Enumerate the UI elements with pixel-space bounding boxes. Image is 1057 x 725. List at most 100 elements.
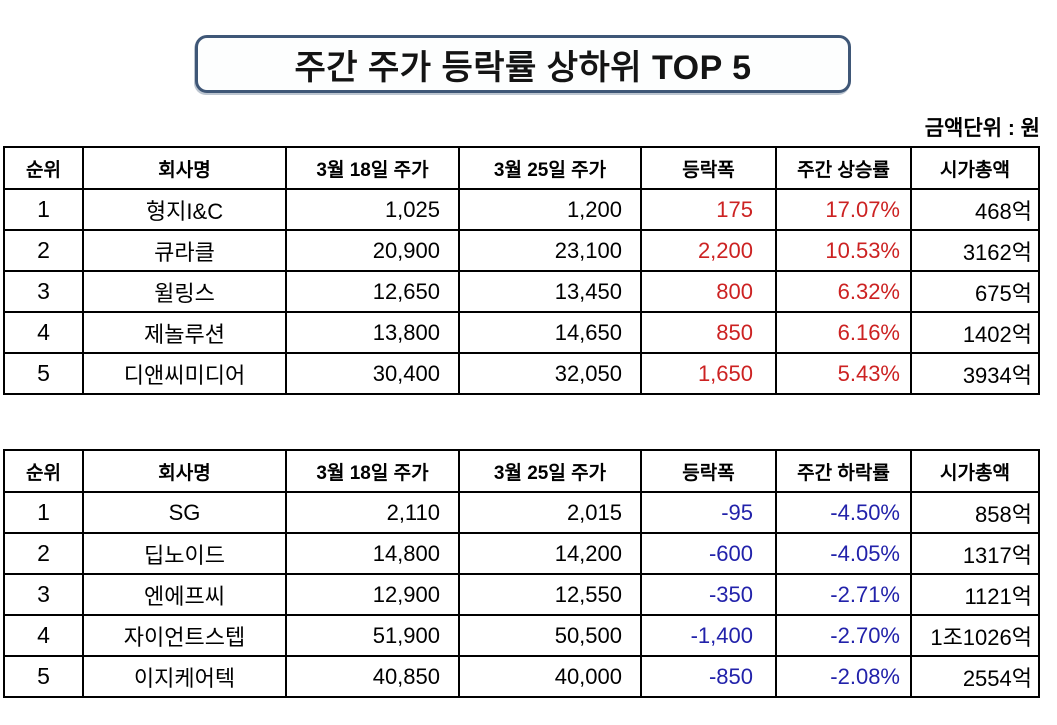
cell-change-amount: 2,200	[640, 229, 777, 272]
cell-change-pct: 6.32%	[775, 270, 912, 313]
page-title-top5: TOP 5	[652, 48, 752, 87]
cell-change-pct: 5.43%	[775, 352, 912, 395]
cell-change-pct: 10.53%	[775, 229, 912, 272]
cell-price-mar25: 50,500	[458, 614, 642, 657]
cell-change-pct: -2.08%	[775, 655, 912, 698]
cell-rank: 3	[3, 573, 84, 616]
cell-market-cap: 2554억	[910, 655, 1040, 698]
cell-rank: 1	[3, 188, 84, 231]
column-header-rank: 순위	[3, 146, 84, 190]
column-header-rank: 순위	[3, 449, 84, 493]
cell-change-amount: 1,650	[640, 352, 777, 395]
column-header-price-mar18: 3월 18일 주가	[285, 449, 460, 493]
cell-market-cap: 3934억	[910, 352, 1040, 395]
table-row: 3 엔에프씨 12,900 12,550 -350 -2.71% 1121억	[3, 573, 1040, 616]
table-row: 4 자이언트스텝 51,900 50,500 -1,400 -2.70% 1조1026억	[3, 614, 1040, 657]
page-title-main: 주간 주가 등락률 상하위	[294, 48, 653, 87]
cell-company-name: 디앤씨미디어	[82, 352, 287, 395]
cell-rank: 2	[3, 229, 84, 272]
column-header-company-name: 회사명	[82, 449, 287, 493]
table-row: 5 디앤씨미디어 30,400 32,050 1,650 5.43% 3934억	[3, 352, 1040, 395]
table-row: 1 형지I&C 1,025 1,200 175 17.07% 468억	[3, 188, 1040, 231]
cell-change-pct: -2.70%	[775, 614, 912, 657]
cell-change-amount: -350	[640, 573, 777, 616]
column-header-change-pct: 주간 하락률	[775, 449, 912, 493]
cell-price-mar18: 12,900	[285, 573, 460, 616]
cell-change-amount: -95	[640, 491, 777, 534]
cell-price-mar18: 40,850	[285, 655, 460, 698]
cell-rank: 2	[3, 532, 84, 575]
column-header-market-cap: 시가총액	[910, 449, 1040, 493]
column-header-change-amount: 등락폭	[640, 449, 777, 493]
cell-change-amount: -1,400	[640, 614, 777, 657]
losers-table-body: 1 SG 2,110 2,015 -95 -4.50% 858억 2 딥노이드 14,800 14,…	[3, 491, 1040, 698]
cell-change-amount: 800	[640, 270, 777, 313]
cell-change-amount: -600	[640, 532, 777, 575]
cell-market-cap: 1조1026억	[910, 614, 1040, 657]
cell-change-pct: -2.71%	[775, 573, 912, 616]
cell-price-mar18: 13,800	[285, 311, 460, 354]
cell-company-name: 자이언트스텝	[82, 614, 287, 657]
cell-rank: 4	[3, 311, 84, 354]
cell-market-cap: 1402억	[910, 311, 1040, 354]
cell-price-mar18: 12,650	[285, 270, 460, 313]
table-row: 2 큐라클 20,900 23,100 2,200 10.53% 3162억	[3, 229, 1040, 272]
cell-rank: 3	[3, 270, 84, 313]
cell-price-mar25: 14,200	[458, 532, 642, 575]
cell-price-mar25: 14,650	[458, 311, 642, 354]
table-row: 4 제놀루션 13,800 14,650 850 6.16% 1402억	[3, 311, 1040, 354]
cell-price-mar18: 51,900	[285, 614, 460, 657]
column-header-price-mar25: 3월 25일 주가	[458, 146, 642, 190]
table-row: 2 딥노이드 14,800 14,200 -600 -4.05% 1317억	[3, 532, 1040, 575]
cell-rank: 5	[3, 655, 84, 698]
cell-market-cap: 1121억	[910, 573, 1040, 616]
column-header-company-name: 회사명	[82, 146, 287, 190]
cell-rank: 1	[3, 491, 84, 534]
cell-change-pct: -4.05%	[775, 532, 912, 575]
table-row: 3 윌링스 12,650 13,450 800 6.32% 675억	[3, 270, 1040, 313]
cell-company-name: 딥노이드	[82, 532, 287, 575]
cell-company-name: 제놀루션	[82, 311, 287, 354]
cell-price-mar25: 32,050	[458, 352, 642, 395]
cell-price-mar25: 1,200	[458, 188, 642, 231]
table-row: 5 이지케어텍 40,850 40,000 -850 -2.08% 2554억	[3, 655, 1040, 698]
losers-table: 순위 회사명 3월 18일 주가 3월 25일 주가 등락폭 주간 하락률 시가총액 1 SG…	[3, 449, 1040, 698]
gainers-table-body: 1 형지I&C 1,025 1,200 175 17.07% 468억 2 큐라클 20,900 2…	[3, 188, 1040, 395]
cell-company-name: SG	[82, 491, 287, 534]
cell-company-name: 형지I&C	[82, 188, 287, 231]
cell-rank: 4	[3, 614, 84, 657]
cell-price-mar18: 14,800	[285, 532, 460, 575]
cell-company-name: 이지케어텍	[82, 655, 287, 698]
cell-change-pct: -4.50%	[775, 491, 912, 534]
cell-price-mar18: 2,110	[285, 491, 460, 534]
losers-header-row: 순위 회사명 3월 18일 주가 3월 25일 주가 등락폭 주간 하락률 시가총액	[3, 449, 1040, 493]
column-header-change-amount: 등락폭	[640, 146, 777, 190]
cell-price-mar25: 23,100	[458, 229, 642, 272]
table-row: 1 SG 2,110 2,015 -95 -4.50% 858억	[3, 491, 1040, 534]
cell-company-name: 윌링스	[82, 270, 287, 313]
cell-price-mar25: 13,450	[458, 270, 642, 313]
cell-change-amount: 175	[640, 188, 777, 231]
cell-market-cap: 1317억	[910, 532, 1040, 575]
page-title: 주간 주가 등락률 상하위 TOP 5	[294, 40, 751, 89]
cell-company-name: 큐라클	[82, 229, 287, 272]
cell-market-cap: 468억	[910, 188, 1040, 231]
column-header-price-mar25: 3월 25일 주가	[458, 449, 642, 493]
cell-market-cap: 3162억	[910, 229, 1040, 272]
column-header-price-mar18: 3월 18일 주가	[285, 146, 460, 190]
cell-price-mar18: 20,900	[285, 229, 460, 272]
cell-market-cap: 675억	[910, 270, 1040, 313]
unit-label: 금액단위 : 원	[924, 117, 1040, 140]
cell-change-amount: 850	[640, 311, 777, 354]
cell-price-mar25: 12,550	[458, 573, 642, 616]
gainers-header-row: 순위 회사명 3월 18일 주가 3월 25일 주가 등락폭 주간 상승률 시가총액	[3, 146, 1040, 190]
cell-price-mar18: 1,025	[285, 188, 460, 231]
cell-change-pct: 6.16%	[775, 311, 912, 354]
title-banner: 주간 주가 등락률 상하위 TOP 5	[195, 35, 851, 93]
column-header-change-pct: 주간 상승률	[775, 146, 912, 190]
cell-change-amount: -850	[640, 655, 777, 698]
cell-price-mar18: 30,400	[285, 352, 460, 395]
cell-price-mar25: 2,015	[458, 491, 642, 534]
cell-market-cap: 858억	[910, 491, 1040, 534]
gainers-table: 순위 회사명 3월 18일 주가 3월 25일 주가 등락폭 주간 상승률 시가총액 1 형지…	[3, 146, 1040, 395]
